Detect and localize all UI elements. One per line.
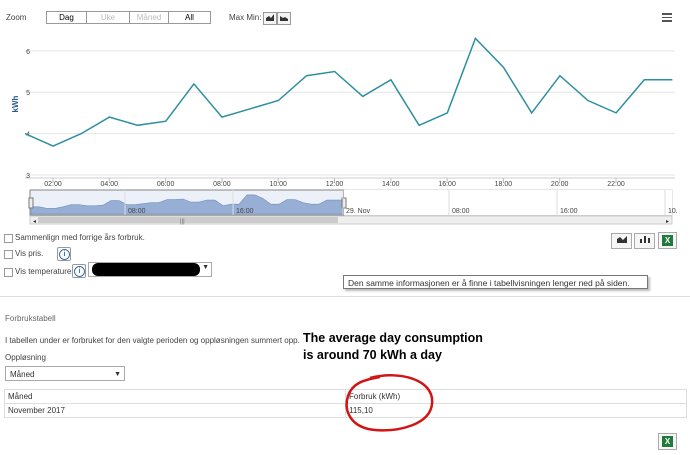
navigator-left-handle[interactable] [28,197,34,209]
area-chart-icon [616,236,627,243]
y-tick-label: 3 [26,173,30,180]
area-chart-icon [280,16,288,21]
annotation-line-1: The average day consumption [303,331,483,345]
table-section-title: Forbrukstabell [5,314,56,323]
x-tick-label: 20:00 [551,181,569,188]
divider [0,296,690,297]
navigator-label: 29. Nov [346,208,371,215]
column-header-month: Måned [4,389,346,404]
info-icon: i [74,266,85,277]
x-tick-label: 04:00 [101,181,119,188]
zoom-month-button[interactable]: Måned [130,12,169,23]
y-axis-label: kWh [11,95,20,112]
y-tick-label: 6 [26,49,30,56]
compare-label: Sammenlign med forrige års forbruk. [15,233,145,242]
resolution-value: Måned [10,370,35,379]
x-tick-label: 08:00 [213,181,231,188]
table-description: I tabellen under er forbruket for den va… [5,336,300,345]
excel-export-button-bottom[interactable]: X [658,433,677,450]
scroll-right-icon[interactable]: ▸ [666,219,669,225]
navigator-selection[interactable] [29,189,345,216]
x-tick-label: 18:00 [495,181,513,188]
annotation-circle [345,374,434,432]
x-tick-label: 02:00 [44,181,62,188]
bar-chart-icon [639,236,650,243]
zoom-label: Zoom [6,13,27,22]
chevron-down-icon: ▼ [114,371,121,378]
chevron-down-icon: ▼ [202,264,209,271]
x-tick-label: 22:00 [607,181,625,188]
scrollbar-grip-icon: ||| [180,219,185,225]
temperature-checkbox[interactable] [4,268,13,277]
hamburger-menu-icon[interactable] [662,13,672,22]
resolution-select[interactable]: Måned ▼ [5,366,125,381]
navigator-label: 08:00 [128,208,146,215]
excel-icon: X [662,235,673,246]
x-tick-label: 06:00 [157,181,175,188]
annotation-line-2: is around 70 kWh a day [303,348,442,362]
zoom-week-button[interactable]: Uke [87,12,130,23]
compare-checkbox[interactable] [4,234,13,243]
area-view-button[interactable] [611,233,632,249]
navigator-area [30,194,344,215]
x-tick-label: 12:00 [326,181,344,188]
navigator-scrollbar[interactable] [29,215,673,225]
excel-icon: X [662,436,673,447]
resolution-label: Oppløsning [5,353,46,362]
area-chart-icon [266,14,274,21]
scrollbar-thumb[interactable] [38,217,338,223]
excel-export-button[interactable]: X [658,232,677,249]
zoom-all-button[interactable]: All [169,12,210,23]
navigator-label: 16:00 [236,208,254,215]
temperature-info-button[interactable]: i [72,264,86,278]
tooltip: Den samme informasjonen er å finne i tab… [343,275,648,289]
x-tick-label: 10:00 [269,181,287,188]
zoom-button-group: Dag Uke Måned All [46,11,211,24]
zoom-day-button[interactable]: Dag [47,12,87,23]
maxmin-label: Max Min: [229,13,262,22]
price-checkbox[interactable] [4,250,13,259]
navigator-label: 10. [668,208,678,215]
table-row: November 2017 115,10 [4,403,687,418]
navigator-label: 08:00 [452,208,470,215]
consumption-series-line [24,37,673,147]
x-tick-label: 16:00 [438,181,456,188]
navigator-right-handle[interactable] [341,197,347,209]
cell-month: November 2017 [4,403,346,418]
temperature-label: Vis temperaturer. [15,267,76,276]
price-info-button[interactable]: i [57,247,71,261]
x-tick-label: 14:00 [382,181,400,188]
bar-view-button[interactable] [634,233,655,249]
redacted-location [92,263,200,276]
min-button[interactable] [277,12,291,25]
price-label: Vis pris. [15,249,44,258]
max-button[interactable] [263,12,277,25]
scroll-left-icon[interactable]: ◂ [33,219,36,225]
navigator-label: 16:00 [560,208,578,215]
y-tick-label: 5 [26,90,30,97]
navigator-right [344,190,672,215]
info-icon: i [59,249,70,260]
